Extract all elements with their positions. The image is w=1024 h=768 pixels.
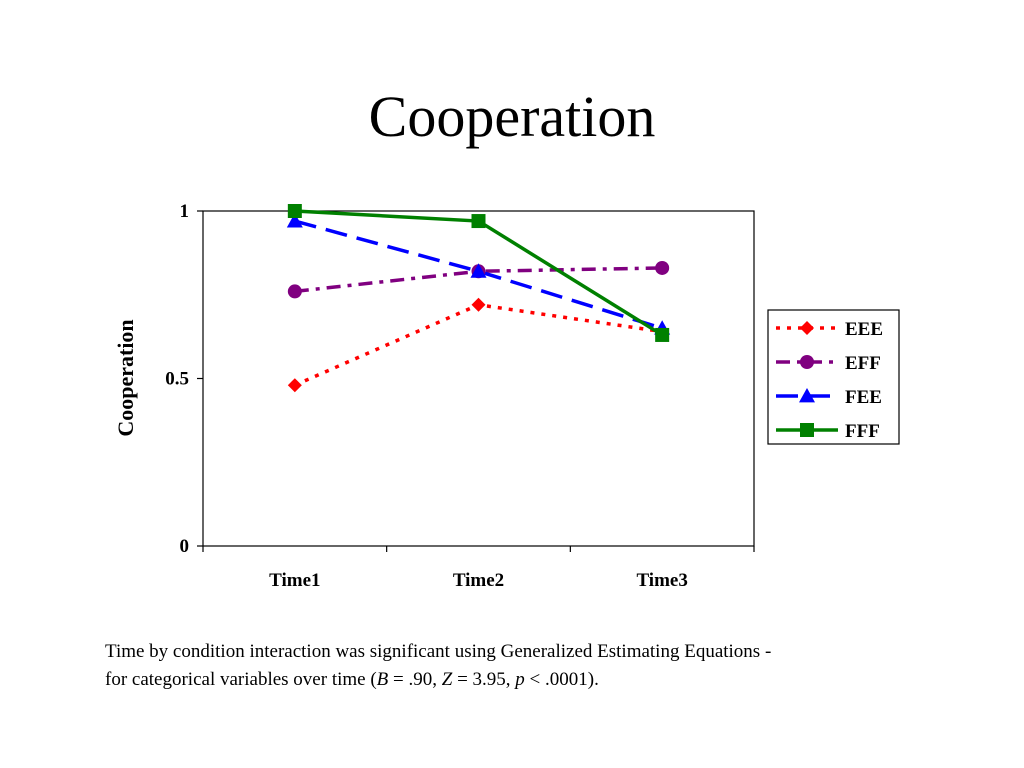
data-point-eee	[471, 297, 486, 312]
legend-marker-fee	[799, 388, 815, 403]
data-point-eee	[287, 378, 302, 393]
y-tick-label: 0.5	[165, 369, 189, 390]
y-axis-label: Cooperation	[113, 319, 138, 436]
y-tick-label: 1	[180, 201, 190, 222]
caption-b-label: B	[376, 669, 389, 690]
caption-z-label: Z	[441, 669, 453, 690]
data-point-fff	[655, 327, 670, 342]
plot-area	[202, 210, 755, 547]
caption-p-label: p	[515, 669, 525, 690]
caption-line1: Time by condition interaction was signif…	[105, 641, 772, 662]
slide-title: Cooperation	[368, 84, 656, 149]
legend-label-fff: FFF	[845, 421, 880, 442]
x-tick-label: Time2	[453, 570, 504, 591]
caption-b-value: = .90,	[388, 669, 442, 690]
data-point-eff	[655, 260, 670, 275]
caption-z-value: = 3.95,	[452, 669, 516, 690]
legend-label-fee: FEE	[845, 387, 882, 408]
data-point-fff	[287, 204, 302, 218]
legend-label-eff: EFF	[845, 353, 881, 374]
x-tick-label: Time3	[636, 570, 687, 591]
caption-p-value: < .0001).	[524, 669, 599, 690]
legend-marker-fff	[800, 423, 814, 437]
data-point-fee	[470, 263, 487, 278]
y-tick-label: 0	[180, 536, 190, 557]
data-point-fee	[286, 213, 303, 228]
legend-label-eee: EEE	[845, 319, 883, 340]
caption: Time by condition interaction was signif…	[105, 638, 925, 694]
caption-line2-prefix: for categorical variables over time (	[105, 669, 377, 690]
data-point-fff	[471, 214, 486, 229]
legend	[767, 309, 900, 445]
series-line-eee	[294, 302, 663, 387]
x-tick-label: Time1	[269, 570, 320, 591]
data-point-eff	[287, 284, 302, 299]
legend-marker-eee	[800, 321, 814, 335]
legend-marker-eff	[800, 355, 814, 369]
